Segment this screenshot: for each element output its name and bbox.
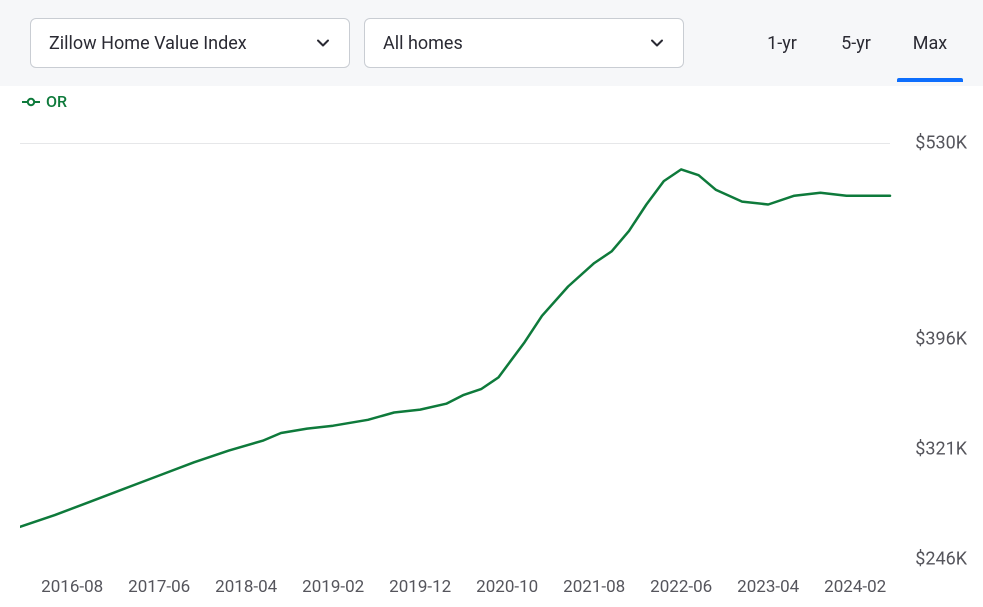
y-axis-label: $530K (915, 133, 967, 154)
x-axis-label: 2018-04 (215, 577, 277, 597)
toolbar: Zillow Home Value Index All homes 1-yr 5… (0, 0, 983, 86)
x-axis-label: 2019-02 (302, 577, 364, 597)
x-axis-label: 2017-06 (128, 577, 190, 597)
chevron-down-icon (649, 35, 665, 51)
x-axis-label: 2016-08 (41, 577, 103, 597)
filter-select[interactable]: All homes (364, 18, 684, 68)
metric-select-value: Zillow Home Value Index (49, 33, 247, 54)
chart-legend: OR (0, 86, 983, 111)
chevron-down-icon (315, 35, 331, 51)
filter-select-value: All homes (383, 33, 463, 54)
chart-area: $530K $396K $321K $246K 2016-08 2017-06 2018-0… (20, 119, 967, 597)
y-axis-label: $321K (915, 439, 967, 460)
line-chart (20, 119, 967, 597)
range-max-button[interactable]: Max (893, 18, 967, 68)
legend-marker-icon (22, 96, 40, 108)
grid-line (20, 143, 890, 144)
range-label: 5-yr (841, 33, 871, 54)
x-axis-label: 2023-04 (737, 577, 799, 597)
range-1yr-button[interactable]: 1-yr (745, 18, 819, 68)
x-axis-label: 2019-12 (389, 577, 451, 597)
range-5yr-button[interactable]: 5-yr (819, 18, 893, 68)
metric-select[interactable]: Zillow Home Value Index (30, 18, 350, 68)
x-axis-label: 2024-02 (824, 577, 886, 597)
range-label: 1-yr (767, 33, 797, 54)
range-label: Max (913, 33, 947, 54)
legend-series-label: OR (46, 92, 67, 111)
x-axis-label: 2021-08 (563, 577, 625, 597)
x-axis-label: 2022-06 (650, 577, 712, 597)
y-axis-label: $396K (915, 329, 967, 350)
series-line (20, 169, 890, 526)
x-axis-label: 2020-10 (476, 577, 538, 597)
y-axis-label: $246K (915, 549, 967, 570)
range-button-group: 1-yr 5-yr Max (745, 18, 967, 68)
